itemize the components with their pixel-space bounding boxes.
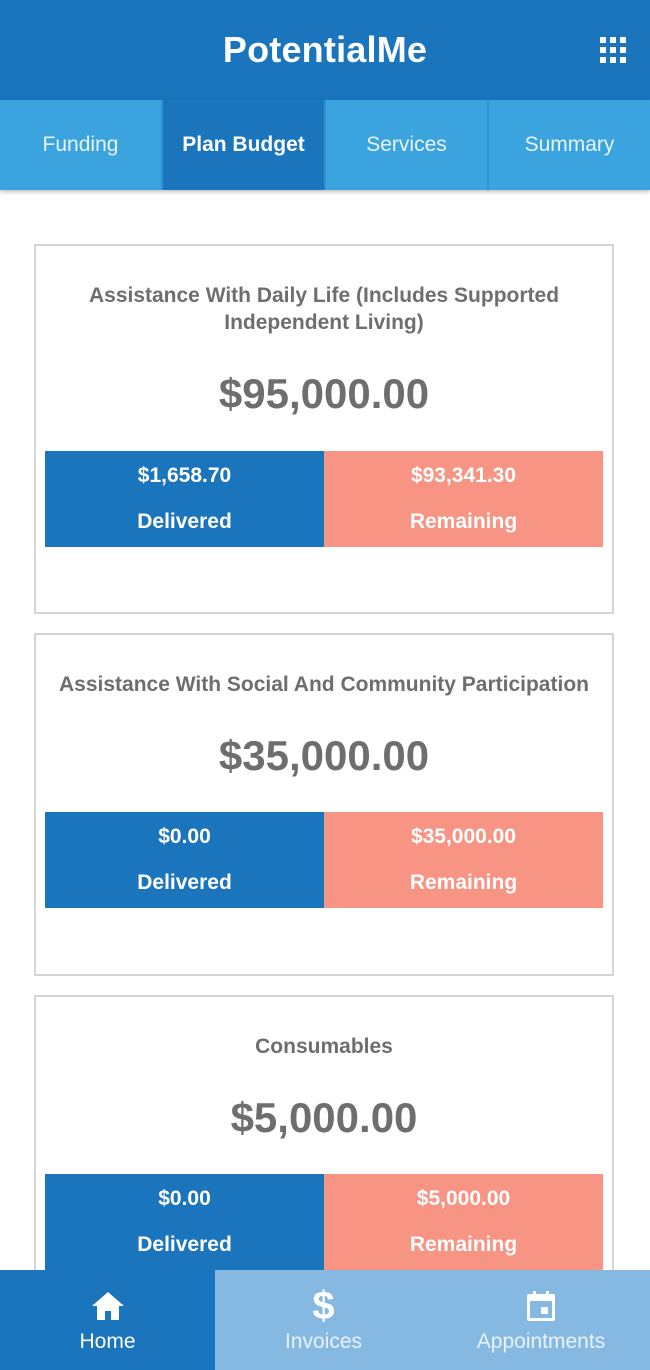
- budget-split: $0.00 Delivered $5,000.00 Remaining: [45, 1174, 603, 1270]
- budget-split: $0.00 Delivered $35,000.00 Remaining: [45, 812, 603, 908]
- remaining-value: $35,000.00: [410, 825, 517, 848]
- dollar-icon: $: [312, 1284, 335, 1328]
- app-header: PotentialMe: [0, 0, 650, 100]
- remaining-label: Remaining: [409, 1233, 518, 1256]
- remaining-label: Remaining: [409, 871, 518, 894]
- budget-card-title: Assistance With Daily Life (Includes Sup…: [88, 284, 560, 334]
- budget-card-amount: $95,000.00: [218, 370, 430, 417]
- budget-split: $1,658.70 Delivered $93,341.30 Remaining: [45, 451, 603, 547]
- budget-card-amount: $5,000.00: [230, 1094, 418, 1141]
- tab-services[interactable]: Services: [326, 100, 489, 190]
- delivered-label: Delivered: [137, 510, 232, 533]
- app-title: PotentialMe: [222, 29, 428, 70]
- remaining-block[interactable]: $35,000.00 Remaining: [324, 812, 603, 908]
- delivered-value: $0.00: [158, 1187, 211, 1210]
- budget-card-daily-life[interactable]: Assistance With Daily Life (Includes Sup…: [34, 244, 614, 614]
- calendar-icon: [525, 1286, 557, 1326]
- tab-plan-budget[interactable]: Plan Budget: [163, 100, 326, 190]
- bottom-nav: Home $ Invoices Appointments: [0, 1270, 650, 1370]
- budget-card-title: Consumables: [255, 1035, 393, 1058]
- remaining-value: $5,000.00: [416, 1187, 511, 1210]
- tab-summary[interactable]: Summary: [524, 133, 615, 156]
- remaining-block[interactable]: $5,000.00 Remaining: [324, 1174, 603, 1270]
- budget-list[interactable]: Assistance With Daily Life (Includes Sup…: [0, 190, 650, 1270]
- delivered-value: $1,658.70: [137, 464, 232, 487]
- delivered-value: $0.00: [158, 825, 211, 848]
- nav-invoices[interactable]: $ Invoices: [215, 1270, 432, 1370]
- delivered-block[interactable]: $0.00 Delivered: [45, 1174, 324, 1270]
- remaining-block[interactable]: $93,341.30 Remaining: [324, 451, 603, 547]
- tab-bar: Funding Plan Budget Services Summary: [0, 100, 650, 190]
- delivered-label: Delivered: [137, 1233, 232, 1256]
- budget-card-amount: $35,000.00: [218, 732, 430, 779]
- nav-home[interactable]: Home: [0, 1270, 215, 1370]
- tab-funding[interactable]: Funding: [0, 100, 163, 190]
- budget-card-title: Assistance With Social And Community Par…: [59, 673, 589, 696]
- budget-card-social-community[interactable]: Assistance With Social And Community Par…: [34, 633, 614, 976]
- home-icon: [91, 1286, 125, 1326]
- grid-icon[interactable]: [600, 37, 626, 63]
- delivered-label: Delivered: [137, 871, 232, 894]
- delivered-block[interactable]: $1,658.70 Delivered: [45, 451, 324, 547]
- nav-invoices-label: Invoices: [284, 1330, 363, 1353]
- remaining-value: $93,341.30: [410, 464, 517, 487]
- nav-appointments-label: Appointments: [476, 1330, 606, 1353]
- budget-card-consumables[interactable]: Consumables $5,000.00 $0.00 Delivered $5…: [34, 995, 614, 1270]
- nav-appointments[interactable]: Appointments: [432, 1270, 650, 1370]
- delivered-block[interactable]: $0.00 Delivered: [45, 812, 324, 908]
- remaining-label: Remaining: [409, 510, 518, 533]
- nav-home-label: Home: [79, 1330, 136, 1353]
